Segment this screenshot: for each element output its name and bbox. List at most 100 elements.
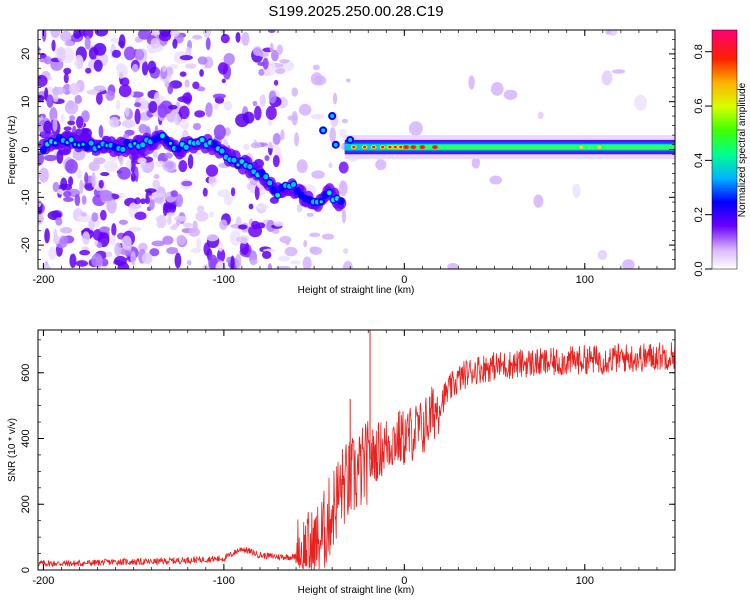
spectrogram-marks [38,30,675,269]
snr-series-line [38,342,675,570]
spectrogram-noise-blob [271,49,279,62]
spectrogram-noise-blob [182,92,193,104]
spectrogram-noise-blob [76,55,84,69]
spectrogram-noise-blob [239,240,250,255]
spectrogram-noise-blob [50,30,61,39]
spectrogram-noise-blob [60,177,68,191]
spectrogram-noise-blob [345,78,351,83]
spectrogram-ridge-blue [39,146,47,155]
spectrogram-ridge-green [319,200,323,204]
spectrogram-noise-blob [117,166,131,180]
spectrogram-noise-blob [185,47,192,57]
spectrogram-y-tick-label: -20 [20,237,32,253]
spectrogram-noise-blob [137,242,148,252]
spectrogram-noise-blob [145,196,150,205]
spectrogram-noise-blob [167,104,178,110]
spectrogram-noise-blob [248,203,254,210]
spectrogram-noise-blob [314,75,327,86]
spectrogram-noise-blob [148,100,158,114]
spectrogram-stray-core [321,128,326,133]
spectrogram-hot-core [381,145,385,149]
spectrogram-noise-blob [312,64,320,71]
spectrogram-ridge-green [335,196,339,200]
spectrogram-noise-blob [38,74,48,87]
spectrogram-noise-blob [63,126,72,131]
snr-marks [38,330,675,570]
spectrogram-noise-blob [262,57,269,70]
spectrogram-ridge-cyan [183,144,189,150]
spectrogram-noise-blob [96,242,103,249]
spectrogram-hot-core [363,145,367,149]
spectrogram-noise-blob [197,56,208,65]
snr-y-label: SNR (10 * v/v) [7,418,18,482]
spectrogram-y-tick-label: 0 [20,146,32,152]
spectrogram-noise-blob [192,220,198,233]
spectrogram-ridge-green [327,191,331,195]
spectrogram-noise-blob [152,150,158,158]
spectrogram-noise-blob [94,30,109,37]
spectrogram-noise-blob [605,30,612,35]
spectrogram-noise-blob [181,180,193,187]
spectrogram-noise-blob [408,121,423,136]
spectrogram-noise-blob [134,197,141,205]
spectrogram-noise-blob [110,234,116,246]
spectrogram-noise-blob [217,248,226,263]
spectrogram-noise-blob [152,179,161,190]
spectrogram-noise-blob [220,33,230,44]
spectrogram-noise-blob [338,180,348,197]
spectrogram-noise-blob [268,90,277,104]
spectrogram-noise-blob [107,198,117,214]
spectrogram-ridge-cyan [263,174,269,180]
spectrogram-noise-blob [208,254,218,269]
spectrogram-y-ticks: -20 -10 0 10 20 [20,29,675,270]
spectrogram-noise-blob [38,124,44,133]
spectrogram-noise-blob [252,100,258,107]
spectrogram-x-label: Height of straight line (km) [298,285,415,296]
spectrogram-ridge-green [240,159,244,163]
spectrogram-hot-spot [579,145,584,149]
spectrogram-noise-blob [184,79,190,88]
spectrogram-noise-blob [196,86,206,92]
spectrogram-noise-blob [186,260,192,266]
spectrogram-noise-blob [141,252,153,265]
spectrogram-hot-core [388,145,392,149]
spectrogram-noise-blob [537,111,544,120]
spectrogram-noise-blob [68,82,81,95]
snr-x-ticks: -200 -100 0 100 [32,330,676,587]
spectrogram-noise-blob [272,133,281,145]
snr-x-tick-label: 0 [401,575,407,587]
spectrogram-noise-blob [239,234,250,244]
spectrogram-noise-blob [64,101,79,115]
spectrogram-hot-core [372,145,376,149]
spectrogram-noise-blob [217,62,229,75]
spectrogram-noise-blob [151,192,166,198]
spectrogram-noise-blob [76,169,83,179]
spectrogram-noise-blob [279,59,290,64]
spectrogram-ridge-green [161,134,165,138]
spectrogram-noise-blob [162,65,167,73]
spectrogram-noise-blob [183,222,193,228]
spectrogram-ridge-cyan [120,146,126,152]
spectrogram-noise-blob [93,59,103,72]
spectrogram-noise-blob [121,235,132,251]
spectrogram-noise-blob [256,204,270,210]
spectrogram-noise-blob [38,150,45,167]
spectrogram-noise-blob [83,30,94,40]
colorbar: 0.0 0.2 0.4 0.6 0.8 Normalized spectral ampl… [693,29,748,277]
spectrogram-noise-blob [235,253,242,269]
spectrogram-ridge-cyan [247,164,253,170]
spectrogram-noise-blob [69,253,77,269]
spectrogram-noise-blob [157,103,168,118]
spectrogram-noise-blob [175,193,184,208]
spectrogram-noise-blob [63,67,72,75]
spectrogram-noise-blob [38,46,41,56]
spectrogram-noise-blob [321,233,335,240]
spectrogram-noise-blob [68,176,74,187]
spectrogram-noise-blob [276,44,283,56]
snr-x-tick-label: 100 [576,575,594,587]
spectrogram-noise-blob [296,203,303,213]
spectrogram-noise-blob [328,162,333,169]
spectrogram-noise-blob [74,94,83,104]
spectrogram-noise-blob [196,238,202,250]
spectrogram-noise-blob [38,167,49,183]
